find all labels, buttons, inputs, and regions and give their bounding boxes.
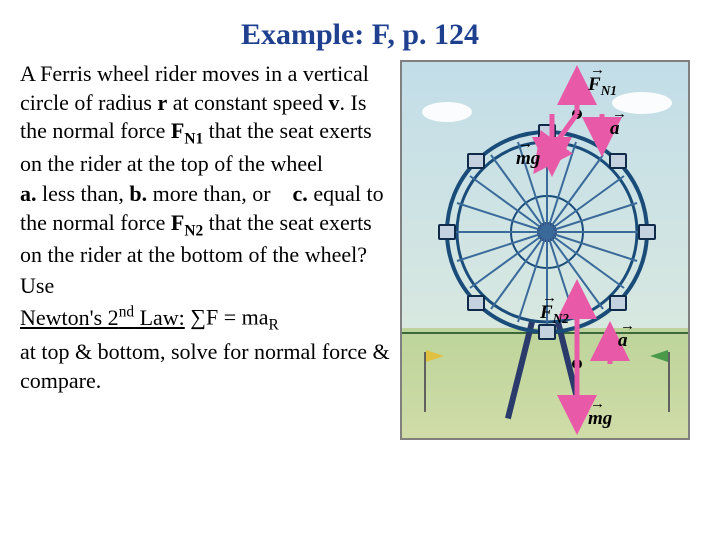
- cloud-1: [422, 102, 472, 122]
- fn1-f: F: [588, 74, 601, 95]
- label-a-top: a: [610, 118, 620, 140]
- cabin: [638, 224, 656, 240]
- law-label: Newton's 2nd Law:: [20, 305, 185, 330]
- var-fn2: F: [171, 210, 184, 235]
- label-fn1: FN1: [588, 74, 617, 99]
- cabin: [467, 295, 485, 311]
- var-r: r: [157, 90, 167, 115]
- label-fn2: FN2: [540, 302, 569, 327]
- var-fn1: F: [171, 118, 184, 143]
- page-title: Example: F, p. 124: [0, 0, 720, 60]
- problem-para-1: A Ferris wheel rider moves in a vertical…: [20, 60, 392, 178]
- law-eq: ∑F = ma: [185, 305, 269, 330]
- cabin: [438, 224, 456, 240]
- opt-c: c.: [293, 181, 308, 206]
- var-fn1-sub: N1: [184, 131, 203, 148]
- ground: [402, 328, 688, 438]
- cabin: [467, 153, 485, 169]
- figure-column: FN1 a mmgg FN2 a mg: [400, 60, 700, 440]
- law-l2: Law:: [134, 305, 185, 330]
- cabin: [609, 295, 627, 311]
- opt-b: b.: [129, 181, 147, 206]
- fn1-sub: N1: [601, 83, 617, 98]
- var-fn2-sub: N2: [184, 222, 203, 239]
- ferris-wheel-figure: FN1 a mmgg FN2 a mg: [400, 60, 690, 440]
- law-line: Newton's 2nd Law: ∑F = maR: [20, 302, 392, 336]
- problem-text: A Ferris wheel rider moves in a vertical…: [20, 60, 400, 440]
- law-l1: Newton's 2: [20, 305, 119, 330]
- closing: at top & bottom, solve for normal force …: [20, 338, 392, 395]
- t2: at constant speed: [167, 90, 328, 115]
- flag-left: [424, 352, 426, 412]
- opt-a-txt: less than,: [37, 181, 130, 206]
- label-mg-top: mmgg: [516, 148, 540, 170]
- law-sup: nd: [119, 303, 134, 320]
- var-v: v: [329, 90, 340, 115]
- law-eq-sub: R: [268, 317, 278, 334]
- label-mg-bot: mg: [588, 408, 612, 430]
- problem-options: a. less than, b. more than, or c. equal …: [20, 180, 392, 270]
- flag-right: [668, 352, 670, 412]
- cabin: [609, 153, 627, 169]
- fn2-sub: N2: [553, 311, 569, 326]
- fn2-f: F: [540, 302, 553, 323]
- opt-a: a.: [20, 181, 37, 206]
- opt-b-txt: more than, or: [147, 181, 270, 206]
- content-row: A Ferris wheel rider moves in a vertical…: [0, 60, 720, 440]
- label-a-bot: a: [618, 330, 628, 352]
- use-line: Use: [20, 272, 392, 301]
